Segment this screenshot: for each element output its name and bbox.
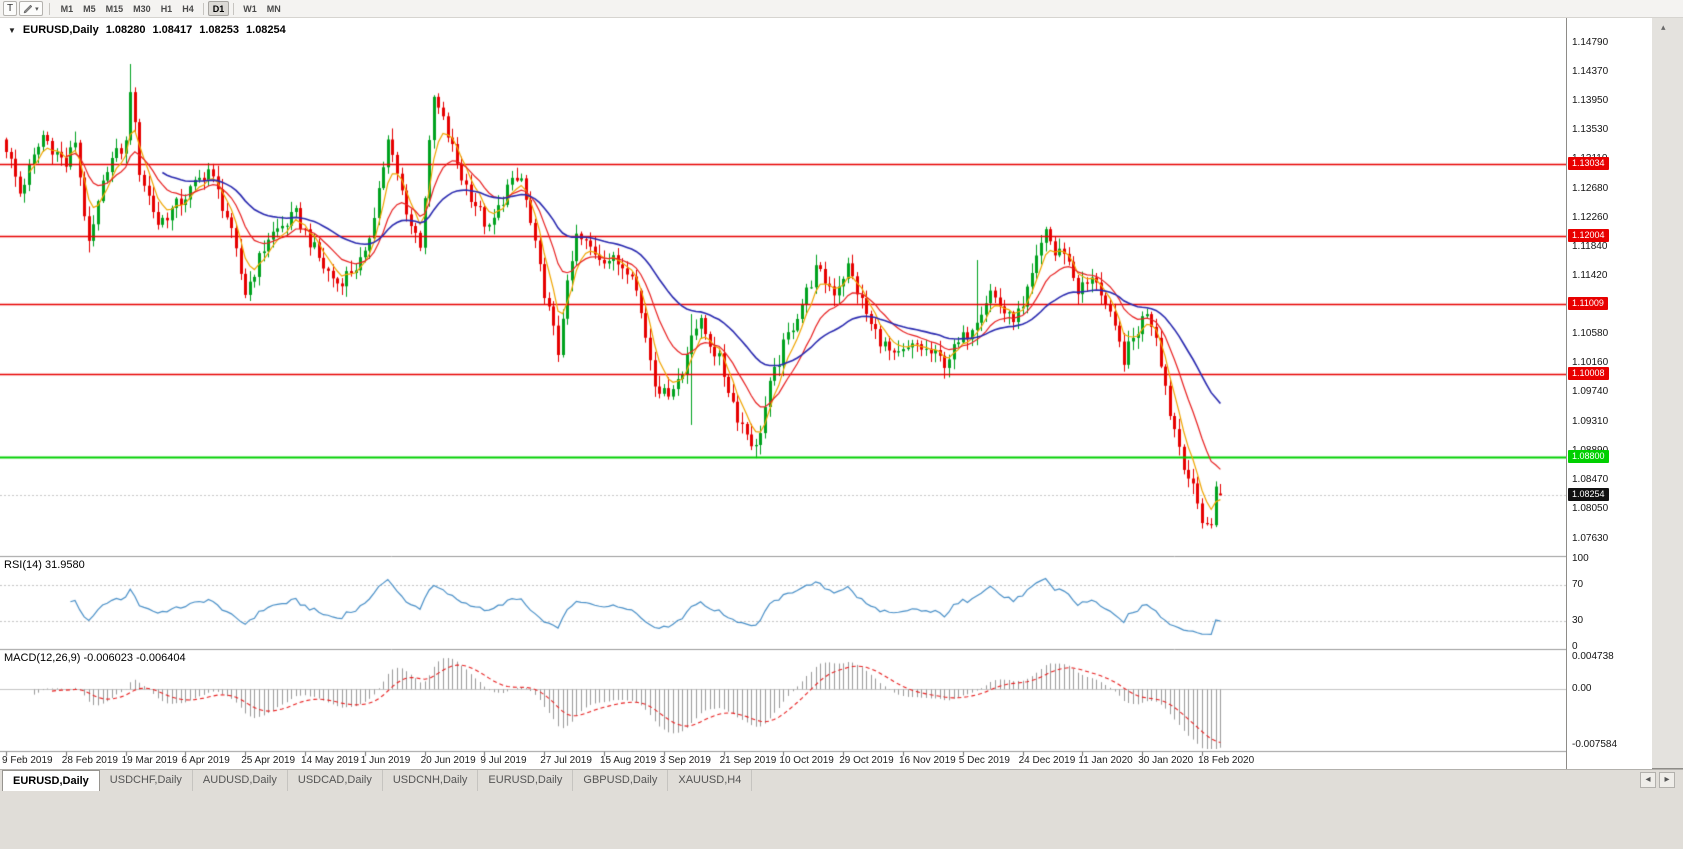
chart-symbol-label: EURUSD,Daily (22, 24, 99, 36)
toolbar-separator (233, 2, 235, 15)
price-axis-label: 1.09740 (1572, 386, 1609, 398)
chart-tab-1[interactable]: USDCHF,Daily (100, 770, 193, 791)
rsi-axis-label: 70 (1572, 579, 1584, 591)
timeframe-button-h4[interactable]: H4 (182, 4, 194, 14)
current-price-tag: 1.08254 (1568, 488, 1609, 502)
macd-indicator-label: MACD(12,26,9) -0.006023 -0.006404 (4, 652, 186, 664)
price-axis-label: 1.09310 (1572, 416, 1609, 428)
chart-tab-5[interactable]: EURUSD,Daily (478, 770, 574, 791)
price-axis-label: 1.14790 (1572, 36, 1609, 48)
price-axis-label: 1.14370 (1572, 65, 1609, 77)
timeframe-button-m5[interactable]: M5 (83, 4, 96, 14)
level-price-tag[interactable]: 1.10008 (1568, 366, 1609, 380)
chart-window: ▼ EURUSD,Daily 1.08280 1.08417 1.08253 1… (0, 18, 1652, 769)
price-axis-label: 1.08050 (1572, 503, 1609, 515)
macd-axis-label: 0.00 (1572, 683, 1592, 695)
scroll-up-icon[interactable]: ▴ (1661, 22, 1666, 32)
price-axis-label: 1.08470 (1572, 474, 1609, 486)
chart-canvas[interactable] (0, 18, 1566, 769)
timeframe-button-d1[interactable]: D1 (207, 1, 230, 16)
macd-axis-label: -0.007584 (1572, 739, 1618, 750)
price-axis-label: 1.07630 (1572, 532, 1609, 544)
text-tool-label: T (7, 3, 14, 14)
macd-axis-label: 0.004738 (1572, 651, 1614, 662)
ohlc-low-value: 1.08253 (199, 24, 240, 36)
timeframe-button-w1[interactable]: W1 (243, 4, 257, 14)
level-price-tag[interactable]: 1.12004 (1568, 228, 1609, 242)
timeframe-button-mn[interactable]: MN (266, 4, 281, 14)
price-axis-label: 1.11420 (1572, 269, 1608, 281)
scrollbar-gutter: ▴ (1652, 18, 1683, 769)
price-axis-label: 1.13530 (1572, 123, 1609, 135)
timeframe-button-m30[interactable]: M30 (133, 4, 151, 14)
text-tool-button[interactable]: T (3, 1, 18, 16)
level-price-tag[interactable]: 1.08800 (1568, 450, 1609, 464)
tab-scroll-left-button[interactable]: ◂ (1640, 772, 1656, 788)
price-axis-label: 1.12680 (1572, 182, 1609, 194)
pencil-icon (23, 4, 33, 13)
ohlc-close-value: 1.08254 (246, 24, 286, 36)
draw-tool-button[interactable]: ▾ (19, 1, 43, 16)
bottom-filler (0, 791, 1683, 849)
toolbar-separator (202, 2, 204, 15)
timeframe-button-h1[interactable]: H1 (160, 4, 173, 14)
ohlc-high-value: 1.08417 (152, 24, 193, 36)
chart-tab-6[interactable]: GBPUSD,Daily (573, 770, 669, 791)
rsi-axis-label: 0 (1572, 641, 1578, 652)
rsi-axis-label: 100 (1572, 553, 1589, 564)
price-axis-label: 1.10160 (1572, 357, 1609, 369)
toolbar-separator (48, 2, 50, 15)
tab-scroll-right-button[interactable]: ▸ (1659, 772, 1675, 788)
chart-tab-0[interactable]: EURUSD,Daily (2, 770, 100, 791)
rsi-axis-label: 30 (1572, 614, 1584, 626)
price-axis: 1.147901.143701.139501.135301.131101.126… (1566, 18, 1652, 769)
chart-tab-2[interactable]: AUDUSD,Daily (193, 770, 288, 791)
timeframe-toolbar: M1 M5 M15 M30 H1 H4 D1 W1 MN (56, 1, 286, 16)
chart-header: ▼ EURUSD,Daily 1.08280 1.08417 1.08253 1… (8, 24, 286, 36)
collapse-arrow-icon[interactable]: ▼ (8, 25, 16, 35)
chart-tab-bar: EURUSD,Daily USDCHF,Daily AUDUSD,Daily USDC… (0, 769, 1683, 791)
tab-scroll-controls: ◂ ▸ (1632, 769, 1683, 791)
ohlc-open-value: 1.08280 (105, 24, 146, 36)
chart-tab-7[interactable]: XAUUSD,H4 (668, 770, 753, 791)
price-axis-label: 1.13950 (1572, 94, 1609, 106)
level-price-tag[interactable]: 1.11009 (1568, 297, 1608, 311)
chart-tab-4[interactable]: USDCNH,Daily (383, 770, 479, 791)
top-toolbar: T ▾ M1 M5 M15 M30 H1 H4 D1 W1 MN (0, 0, 1683, 18)
price-axis-label: 1.10580 (1572, 328, 1609, 340)
price-axis-label: 1.12260 (1572, 211, 1609, 223)
chart-tab-3[interactable]: USDCAD,Daily (288, 770, 383, 791)
rsi-indicator-label: RSI(14) 31.9580 (4, 559, 85, 571)
level-price-tag[interactable]: 1.13034 (1568, 157, 1609, 171)
timeframe-button-m15[interactable]: M15 (105, 4, 124, 14)
chevron-down-icon: ▾ (35, 5, 39, 13)
price-axis-label: 1.11840 (1572, 240, 1608, 252)
chart-tabs: EURUSD,Daily USDCHF,Daily AUDUSD,Daily USDC… (0, 769, 753, 791)
timeframe-button-m1[interactable]: M1 (60, 4, 74, 14)
